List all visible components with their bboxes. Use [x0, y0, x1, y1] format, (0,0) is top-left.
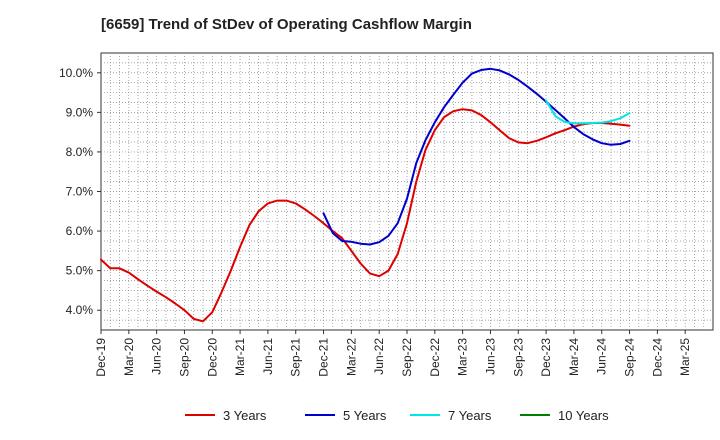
x-tick-label: Dec-20 [205, 338, 219, 377]
x-tick-label: Mar-21 [233, 338, 247, 376]
y-tick-label: 4.0% [66, 303, 94, 317]
y-tick-label: 6.0% [66, 224, 94, 238]
y-tick-label: 7.0% [66, 185, 94, 199]
y-tick-label: 8.0% [66, 145, 94, 159]
series-line-7-years [545, 99, 631, 125]
x-tick-label: Dec-19 [94, 338, 108, 377]
x-tick-label: Sep-21 [289, 338, 303, 377]
x-tick-label: Dec-21 [317, 338, 331, 377]
x-tick-label: Mar-22 [344, 338, 358, 376]
x-tick-label: Mar-23 [456, 338, 470, 376]
x-tick-label: Jun-20 [150, 338, 164, 375]
axis-layer: 4.0% 5.0% 6.0% 7.0% 8.0% 9.0% 10.0% Dec-19 Mar-2… [59, 66, 692, 377]
legend-label-10-years: 10 Years [558, 408, 609, 423]
legend-label-7-years: 7 Years [448, 408, 492, 423]
x-tick-label: Jun-24 [595, 338, 609, 375]
y-tick-label: 9.0% [66, 105, 94, 119]
y-tick-label: 10.0% [59, 66, 93, 80]
series-line-3-years [100, 108, 631, 323]
x-tick-label: Sep-23 [511, 338, 525, 377]
x-tick-label: Dec-23 [539, 338, 553, 377]
x-tick-label: Mar-24 [567, 338, 581, 376]
legend: 3 Years 5 Years 7 Years 10 Years [185, 408, 609, 423]
legend-label-5-years: 5 Years [343, 408, 387, 423]
x-tick-label: Dec-24 [650, 338, 664, 377]
x-tick-label: Sep-20 [177, 338, 191, 377]
y-tick-label: 5.0% [66, 264, 94, 278]
x-tick-label: Jun-21 [261, 338, 275, 375]
x-tick-label: Dec-22 [428, 338, 442, 377]
x-tick-label: Jun-22 [372, 338, 386, 375]
x-tick-label: Jun-23 [483, 338, 497, 375]
legend-label-3-years: 3 Years [223, 408, 267, 423]
grid-layer [100, 52, 714, 331]
x-tick-label: Mar-25 [678, 338, 692, 376]
x-tick-label: Mar-20 [122, 338, 136, 376]
x-tick-label: Sep-22 [400, 338, 414, 377]
series-line-5-years [322, 67, 631, 246]
series-layer [100, 67, 631, 323]
chart-title: [6659] Trend of StDev of Operating Cashf… [101, 16, 472, 33]
x-tick-label: Sep-24 [623, 338, 637, 377]
